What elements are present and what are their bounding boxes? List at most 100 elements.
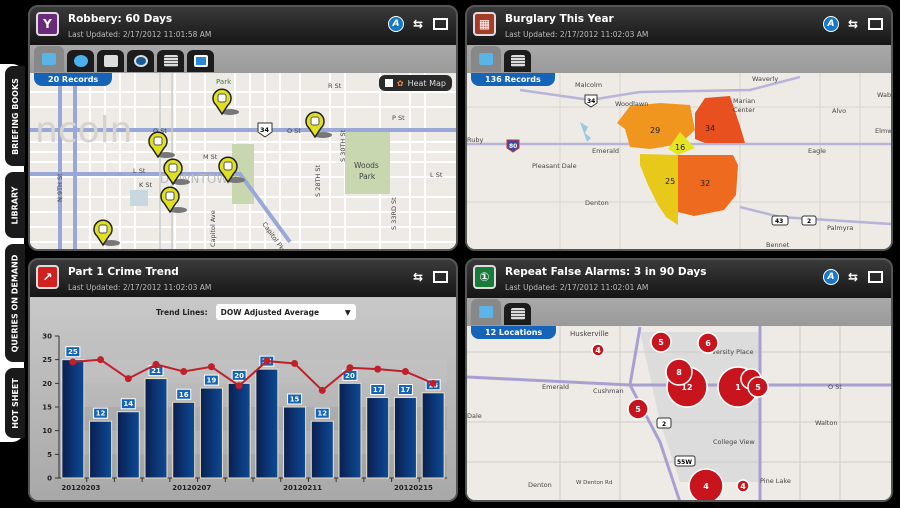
tab-clock[interactable] <box>127 50 154 72</box>
tab-hot-sheet[interactable]: HOT SHEET <box>5 368 25 438</box>
robbery-marker[interactable] <box>163 158 190 186</box>
shield-label: 34 <box>587 98 595 105</box>
robbery-glyph-icon <box>310 116 320 126</box>
tab-list[interactable] <box>504 50 531 72</box>
last-updated: Last Updated: 2/17/2012 11:02:03 AM <box>505 30 649 39</box>
burglary-map[interactable]: 29 34 16 25 32 Malcolm Woodlawn Ruby Eme… <box>467 73 891 249</box>
calendar-icon <box>103 55 118 67</box>
map-label: Walton <box>815 419 837 427</box>
maximize-icon[interactable] <box>868 271 883 283</box>
cluster-count: 4 <box>595 346 601 355</box>
maximize-icon[interactable] <box>433 18 448 30</box>
data-label-box <box>176 388 192 400</box>
map-label: Bennet <box>766 241 790 249</box>
panel-title: Robbery: 60 Days <box>68 13 173 25</box>
x-tick-label: 20120215 <box>394 484 433 492</box>
bar <box>338 382 362 479</box>
heat-map-checkbox[interactable] <box>384 79 393 87</box>
tab-list[interactable] <box>157 50 184 72</box>
marker-shadow <box>157 152 175 158</box>
trend-point <box>152 360 160 368</box>
map-label: S 30TH St <box>339 129 347 162</box>
shield-label: 55W <box>677 459 692 466</box>
alarm-cluster[interactable]: 4 <box>736 479 750 493</box>
alarm-cluster[interactable]: 6 <box>697 332 719 354</box>
data-label: 17 <box>401 386 411 394</box>
tab-queries-on-demand[interactable]: QUERIES ON DEMAND <box>5 244 25 362</box>
data-label: 20 <box>345 372 355 380</box>
tab-library[interactable]: LIBRARY <box>5 172 25 238</box>
map-label: O St <box>828 383 842 391</box>
swap-icon[interactable]: ⇆ <box>412 270 424 284</box>
robbery-marker[interactable] <box>160 186 187 214</box>
trend-point <box>69 358 77 366</box>
tab-list[interactable] <box>504 303 531 325</box>
marker-shadow <box>169 207 187 213</box>
map-label: ncoln <box>35 110 132 151</box>
data-label-box <box>203 374 219 386</box>
panel-header: Y Robbery: 60 Days Last Updated: 2/17/20… <box>30 7 456 44</box>
alarm-cluster[interactable]: 4 <box>688 468 724 502</box>
panel-title: Part 1 Crime Trend <box>68 266 179 278</box>
alarm-cluster[interactable]: 5 <box>650 331 672 353</box>
map-label: L St <box>133 167 146 175</box>
bar <box>393 397 417 479</box>
highway-34-shield: 34 <box>257 122 273 138</box>
auto-refresh-icon[interactable]: A <box>823 16 839 32</box>
tab-map[interactable] <box>34 46 64 72</box>
cluster-circle <box>697 332 719 354</box>
robbery-marker[interactable] <box>148 131 175 159</box>
alarm-cluster[interactable]: 4 <box>591 343 605 357</box>
heat-map-toggle[interactable]: ✿ Heat Map <box>378 75 452 91</box>
data-label: 12 <box>317 410 327 418</box>
tab-calendar[interactable] <box>97 50 124 72</box>
alarm-cluster[interactable]: 5 <box>747 376 769 398</box>
robbery-marker[interactable] <box>305 111 332 139</box>
tab-briefing-books[interactable]: BRIEFING BOOKS <box>5 66 25 166</box>
records-badge: 136 Records <box>471 73 555 86</box>
tab-grid[interactable] <box>187 50 214 72</box>
data-label-box <box>287 393 303 405</box>
tab-map[interactable] <box>471 46 501 72</box>
last-updated: Last Updated: 2/17/2012 11:01:58 AM <box>68 30 212 39</box>
map-label: Woodlawn <box>615 100 648 108</box>
auto-refresh-icon[interactable]: A <box>823 269 839 285</box>
alarm-cluster[interactable]: 8 <box>665 358 693 386</box>
burglary-panel: ▦ Burglary This Year Last Updated: 2/17/… <box>465 5 893 251</box>
map-canvas[interactable]: Emerald Cushman Walton College View Pine… <box>467 326 891 502</box>
cluster-count: 5 <box>658 338 664 347</box>
map-label: P St <box>392 114 405 122</box>
robbery-marker[interactable] <box>93 219 120 247</box>
balloon-icon <box>73 55 88 67</box>
data-label: 25 <box>68 348 78 356</box>
alarm-cluster[interactable]: 5 <box>627 398 649 420</box>
highway-shield <box>656 417 672 429</box>
maximize-icon[interactable] <box>433 271 448 283</box>
shield-label: 2 <box>662 421 666 428</box>
data-label: 12 <box>96 410 106 418</box>
swap-icon[interactable]: ⇆ <box>412 17 424 31</box>
tab-map[interactable] <box>471 299 501 325</box>
clock-icon <box>133 55 148 67</box>
auto-refresh-icon[interactable]: A <box>388 16 404 32</box>
swap-icon[interactable]: ⇆ <box>847 270 859 284</box>
tab-balloon[interactable] <box>67 50 94 72</box>
map-label: Center <box>733 106 755 114</box>
maximize-icon[interactable] <box>868 18 883 30</box>
trend-lines-select[interactable]: DOW Adjusted Average ▼ <box>215 304 356 320</box>
robbery-marker[interactable] <box>218 156 245 184</box>
repeat-icon: ① <box>473 265 496 289</box>
robbery-marker[interactable] <box>212 88 239 116</box>
choropleth <box>617 96 745 225</box>
data-label-box <box>93 407 109 419</box>
swap-icon[interactable]: ⇆ <box>847 17 859 31</box>
data-label: 21 <box>151 367 161 375</box>
map-label: Capitol Ave <box>209 210 217 247</box>
alarms-map[interactable]: Emerald Cushman Walton College View Pine… <box>467 326 891 500</box>
map-canvas[interactable]: ncoln DOWNTOWN O St O St M St L St K St … <box>30 73 456 251</box>
trend-point <box>318 386 326 394</box>
map-canvas[interactable]: 29 34 16 25 32 Malcolm Woodlawn Ruby Eme… <box>467 73 891 251</box>
list-icon <box>510 308 525 320</box>
robbery-map[interactable]: ncoln DOWNTOWN O St O St M St L St K St … <box>30 73 456 249</box>
map-label: O St <box>287 127 301 135</box>
